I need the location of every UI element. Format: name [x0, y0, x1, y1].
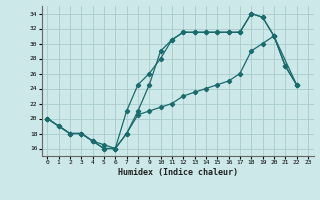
X-axis label: Humidex (Indice chaleur): Humidex (Indice chaleur) — [118, 168, 237, 177]
